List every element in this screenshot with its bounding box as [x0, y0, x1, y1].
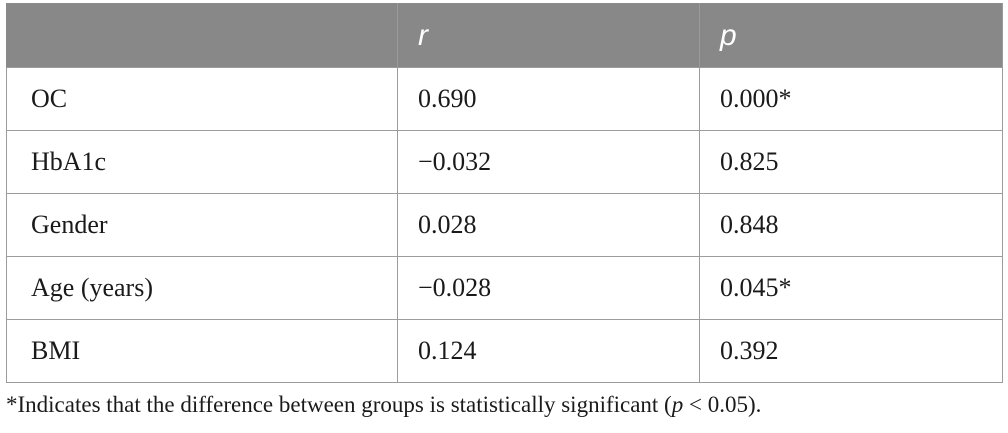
r-value: 0.028 [397, 193, 700, 257]
table-row: OC 0.690 0.000* [6, 67, 1003, 131]
r-value: −0.032 [397, 130, 700, 194]
r-value: −0.028 [397, 256, 700, 320]
row-label: HbA1c [6, 130, 398, 194]
p-value: 0.392 [699, 319, 1003, 383]
table-body: OC 0.690 0.000* HbA1c −0.032 0.825 Gende… [6, 67, 1003, 383]
r-value: 0.690 [397, 67, 700, 131]
correlation-table-container: r p OC 0.690 0.000* HbA1c −0.032 0.825 G… [6, 3, 1003, 383]
p-value: 0.000* [699, 67, 1003, 131]
table-row: HbA1c −0.032 0.825 [6, 130, 1003, 194]
header-label-column [6, 3, 398, 68]
table-row: Gender 0.028 0.848 [6, 193, 1003, 257]
row-label: BMI [6, 319, 398, 383]
footnote-prefix: *Indicates that the difference between g… [6, 392, 672, 417]
footnote-suffix: < 0.05). [683, 392, 762, 417]
correlation-table: r p OC 0.690 0.000* HbA1c −0.032 0.825 G… [6, 3, 1003, 383]
p-value: 0.825 [699, 130, 1003, 194]
r-value: 0.124 [397, 319, 700, 383]
row-label: Age (years) [6, 256, 398, 320]
table-row: BMI 0.124 0.392 [6, 319, 1003, 383]
row-label: Gender [6, 193, 398, 257]
table-header: r p [6, 3, 1003, 68]
row-label: OC [6, 67, 398, 131]
table-footnote: *Indicates that the difference between g… [6, 392, 761, 418]
header-r-column: r [397, 3, 700, 68]
header-p-column: p [699, 3, 1003, 68]
header-row: r p [6, 3, 1003, 68]
table-row: Age (years) −0.028 0.045* [6, 256, 1003, 320]
p-value: 0.045* [699, 256, 1003, 320]
p-value: 0.848 [699, 193, 1003, 257]
footnote-variable: p [671, 392, 684, 417]
